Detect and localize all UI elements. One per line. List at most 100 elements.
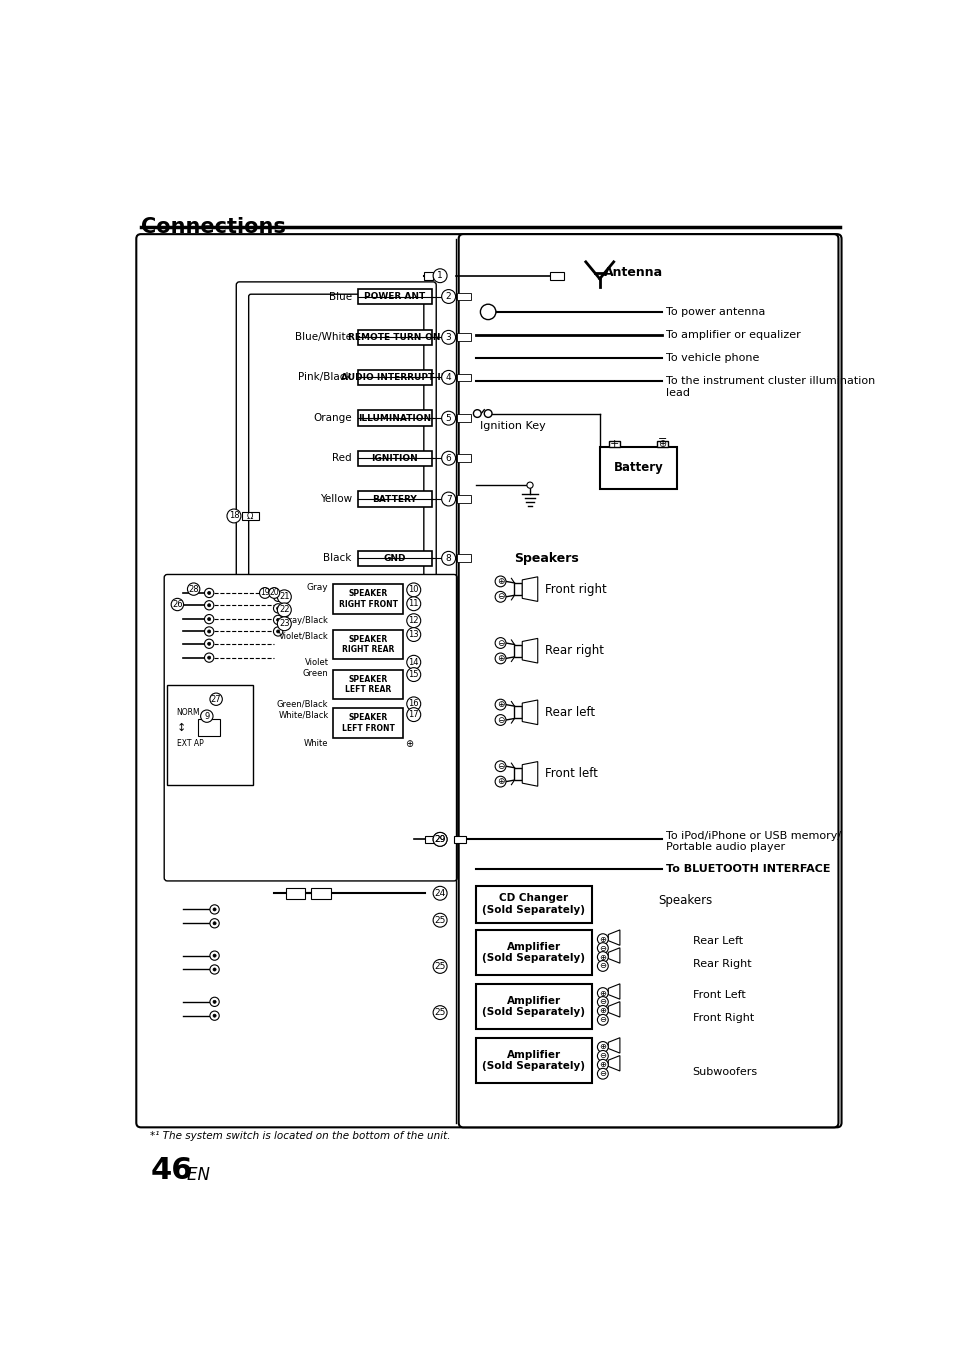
Circle shape xyxy=(495,760,505,771)
Text: 3: 3 xyxy=(445,333,451,342)
Text: ⊖: ⊖ xyxy=(405,616,413,625)
Text: 6: 6 xyxy=(445,454,451,462)
Polygon shape xyxy=(521,762,537,786)
Circle shape xyxy=(473,410,480,418)
Circle shape xyxy=(210,998,219,1007)
Bar xyxy=(167,685,253,786)
Circle shape xyxy=(187,582,199,596)
Text: 23: 23 xyxy=(278,619,290,628)
Circle shape xyxy=(213,1000,216,1003)
Bar xyxy=(423,272,433,279)
Text: ⊕: ⊕ xyxy=(405,739,413,749)
FancyBboxPatch shape xyxy=(458,235,838,1127)
Text: 19: 19 xyxy=(260,589,270,597)
Bar xyxy=(454,836,466,844)
Text: 2: 2 xyxy=(445,293,451,301)
Text: 17: 17 xyxy=(408,710,418,718)
Circle shape xyxy=(406,597,420,611)
Text: Amplifier
(Sold Separately): Amplifier (Sold Separately) xyxy=(482,1050,585,1072)
Text: 18: 18 xyxy=(229,511,239,520)
Text: Subwoofers: Subwoofers xyxy=(692,1066,757,1077)
Text: 29: 29 xyxy=(434,834,445,844)
Text: Speakers: Speakers xyxy=(658,895,711,907)
Text: 9: 9 xyxy=(204,712,210,721)
Circle shape xyxy=(597,942,608,953)
Text: Violet/Black: Violet/Black xyxy=(278,632,328,640)
Circle shape xyxy=(208,592,211,594)
Text: 15: 15 xyxy=(408,670,418,679)
Circle shape xyxy=(441,371,456,384)
Circle shape xyxy=(406,613,420,628)
Text: SPEAKER
RIGHT FRONT: SPEAKER RIGHT FRONT xyxy=(338,589,397,609)
Text: 8: 8 xyxy=(445,554,451,563)
Circle shape xyxy=(213,954,216,957)
Bar xyxy=(476,984,592,1029)
Text: 4: 4 xyxy=(445,373,451,381)
Text: ⊖: ⊖ xyxy=(598,998,606,1007)
Text: Black: Black xyxy=(323,553,352,563)
Text: Rear Right: Rear Right xyxy=(692,958,751,969)
Circle shape xyxy=(495,700,505,710)
Bar xyxy=(357,411,431,426)
Text: ⊖: ⊖ xyxy=(405,630,413,639)
Bar xyxy=(357,288,431,305)
FancyBboxPatch shape xyxy=(249,294,423,826)
Circle shape xyxy=(227,510,241,523)
Bar xyxy=(333,630,402,659)
Text: 16: 16 xyxy=(408,700,418,708)
Bar xyxy=(241,512,258,520)
Text: ⊕: ⊕ xyxy=(598,953,606,961)
Circle shape xyxy=(597,1060,608,1070)
Circle shape xyxy=(597,996,608,1007)
Text: To vehicle phone: To vehicle phone xyxy=(666,353,759,363)
Text: ⊖: ⊖ xyxy=(405,698,413,709)
Text: ⊖: ⊖ xyxy=(497,716,504,724)
Bar xyxy=(476,930,592,975)
Text: Yellow: Yellow xyxy=(319,493,352,504)
FancyBboxPatch shape xyxy=(136,235,841,1127)
Text: REMOTE TURN-ON: REMOTE TURN-ON xyxy=(348,333,440,342)
Text: 21: 21 xyxy=(279,592,290,601)
Text: To the instrument cluster illumination: To the instrument cluster illumination xyxy=(666,376,875,387)
Text: 12: 12 xyxy=(408,616,418,625)
Circle shape xyxy=(277,617,291,631)
Circle shape xyxy=(204,627,213,636)
Circle shape xyxy=(210,950,219,960)
Text: White/Black: White/Black xyxy=(278,710,328,718)
Circle shape xyxy=(433,268,447,283)
Polygon shape xyxy=(608,1002,619,1018)
Circle shape xyxy=(274,604,282,613)
Circle shape xyxy=(441,411,456,425)
Text: Pink/Black: Pink/Black xyxy=(297,372,352,383)
Text: *¹ The system switch is located on the bottom of the unit.: *¹ The system switch is located on the b… xyxy=(150,1131,450,1140)
Text: ⊕: ⊕ xyxy=(497,577,504,586)
Circle shape xyxy=(597,1050,608,1061)
Circle shape xyxy=(433,887,447,900)
Circle shape xyxy=(213,1014,216,1018)
Text: ⊖: ⊖ xyxy=(497,592,504,601)
Text: ⊕: ⊕ xyxy=(405,658,413,667)
Text: 28: 28 xyxy=(188,585,199,593)
Bar xyxy=(424,836,439,844)
Text: Ω: Ω xyxy=(246,512,253,522)
Text: −: − xyxy=(658,434,666,443)
Text: 11: 11 xyxy=(408,600,418,608)
Bar xyxy=(198,720,220,736)
Text: 5: 5 xyxy=(445,414,451,423)
Circle shape xyxy=(259,588,270,599)
Text: White: White xyxy=(304,740,328,748)
Bar xyxy=(357,491,431,507)
Bar xyxy=(514,644,521,656)
Polygon shape xyxy=(521,577,537,601)
Circle shape xyxy=(597,1069,608,1080)
Text: Amplifier
(Sold Separately): Amplifier (Sold Separately) xyxy=(482,942,585,964)
Text: ⊕: ⊕ xyxy=(405,670,413,679)
Text: ⊕: ⊕ xyxy=(598,1042,606,1051)
Text: ⊕: ⊕ xyxy=(598,934,606,944)
Text: Front left: Front left xyxy=(545,767,598,780)
Text: 24: 24 xyxy=(434,888,445,898)
Circle shape xyxy=(441,290,456,303)
Text: Ignition Key: Ignition Key xyxy=(479,421,545,431)
Circle shape xyxy=(204,588,213,597)
Circle shape xyxy=(208,617,211,620)
